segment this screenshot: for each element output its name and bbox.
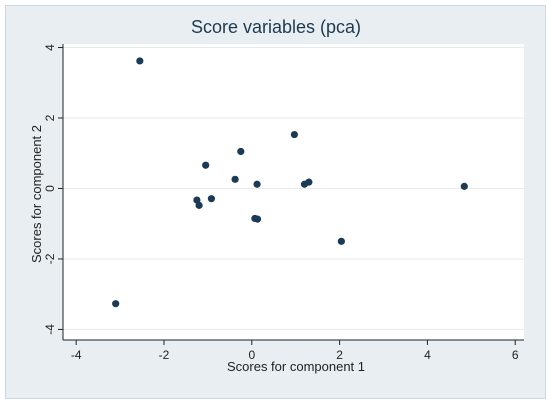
y-tick-label: 0 [43, 185, 57, 192]
data-point [202, 161, 210, 169]
data-point [460, 182, 468, 190]
data-point [253, 180, 261, 188]
data-point [195, 201, 203, 209]
y-tick-label: 4 [43, 44, 57, 51]
x-tick-label: 2 [336, 348, 343, 362]
x-axis: -4 -2 0 2 4 6 [63, 339, 524, 362]
y-tick-label: -4 [43, 324, 57, 335]
y-tick-label: 2 [43, 114, 57, 121]
y-axis: -4 -2 0 2 4 [43, 44, 64, 340]
chart-title: Score variables (pca) [191, 17, 361, 37]
x-tick-label: 6 [512, 348, 519, 362]
data-point [237, 147, 245, 156]
x-axis-title: Scores for component 1 [227, 359, 365, 374]
data-point [305, 178, 313, 186]
x-tick-label: 0 [248, 348, 255, 362]
data-point [112, 300, 120, 308]
x-tick-label: -4 [71, 348, 82, 362]
data-point [337, 237, 345, 245]
data-point [207, 195, 215, 203]
y-tick-label: -2 [43, 253, 57, 264]
data-points [112, 57, 468, 308]
data-point [253, 215, 262, 223]
x-tick-label: 4 [424, 348, 431, 362]
plot-area [63, 44, 524, 340]
data-point [231, 175, 239, 183]
data-point [290, 130, 298, 139]
y-axis-title: Scores for component 2 [29, 125, 44, 263]
grid-lines [63, 47, 524, 330]
x-tick-label: -2 [159, 348, 170, 362]
data-point [136, 57, 144, 65]
